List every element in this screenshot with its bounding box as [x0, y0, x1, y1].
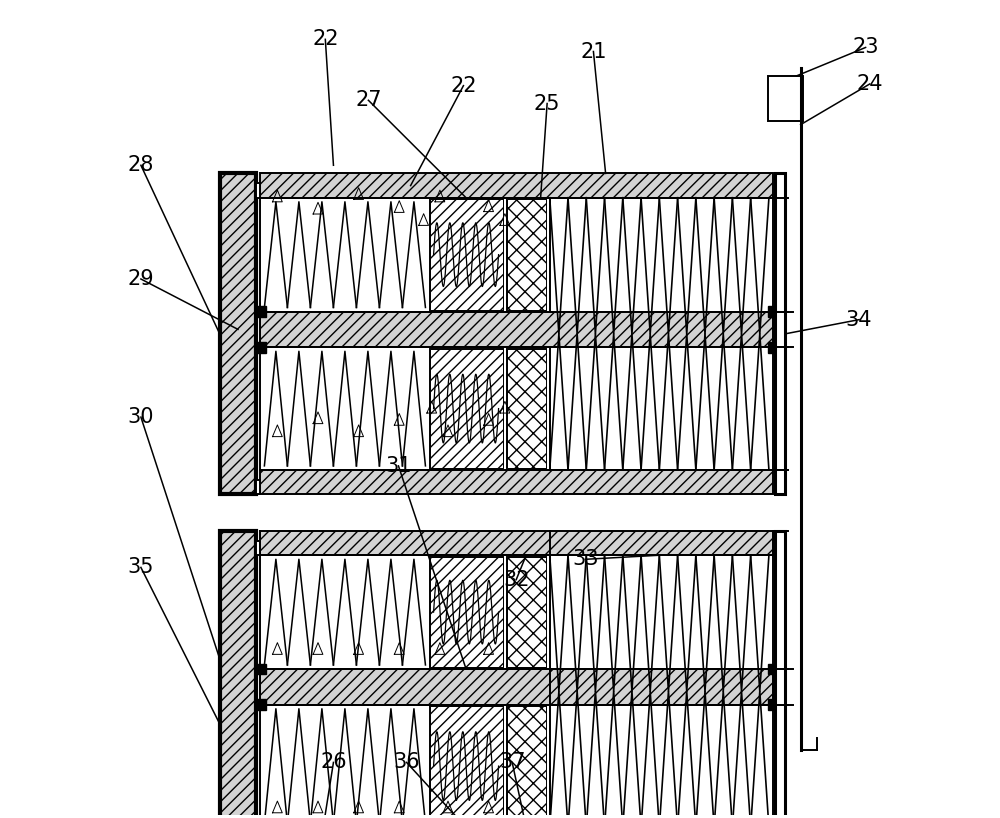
Bar — [507, 349, 546, 469]
Bar — [430, 349, 503, 469]
Text: 37: 37 — [499, 753, 525, 772]
Bar — [507, 349, 546, 469]
Bar — [768, 76, 803, 120]
Text: 32: 32 — [503, 569, 529, 590]
Text: 28: 28 — [128, 155, 154, 175]
Bar — [768, 663, 778, 674]
Bar — [775, 531, 785, 818]
Text: 29: 29 — [128, 269, 154, 289]
Bar — [256, 541, 260, 555]
Text: 30: 30 — [128, 407, 154, 427]
Bar — [260, 312, 773, 348]
Text: 27: 27 — [355, 90, 382, 110]
Bar — [768, 699, 778, 710]
Bar — [507, 557, 546, 667]
Text: 36: 36 — [393, 753, 420, 772]
Bar — [507, 707, 546, 818]
Bar — [260, 173, 773, 198]
Bar — [768, 342, 778, 353]
Bar — [255, 342, 266, 353]
Bar — [430, 200, 503, 310]
Bar — [507, 557, 546, 667]
Text: 25: 25 — [534, 93, 560, 114]
Text: 24: 24 — [856, 74, 883, 94]
Bar — [430, 557, 503, 667]
Bar — [430, 707, 503, 818]
Bar — [256, 183, 260, 198]
Bar — [256, 479, 260, 494]
Bar — [220, 531, 256, 818]
Text: 22: 22 — [312, 29, 339, 49]
Bar — [507, 707, 546, 818]
Text: 31: 31 — [385, 456, 412, 476]
Bar — [507, 200, 546, 310]
Bar — [430, 200, 503, 310]
Bar — [775, 173, 785, 494]
Text: 35: 35 — [128, 557, 154, 578]
Text: 34: 34 — [846, 310, 872, 330]
Bar — [255, 663, 266, 674]
Bar — [255, 699, 266, 710]
Bar — [260, 669, 773, 705]
Bar — [430, 707, 503, 818]
Text: 33: 33 — [572, 550, 599, 569]
Bar — [255, 306, 266, 317]
Bar — [768, 306, 778, 317]
Text: 21: 21 — [580, 42, 607, 61]
Bar — [507, 200, 546, 310]
Bar — [260, 470, 773, 494]
Bar — [260, 531, 773, 555]
Bar — [220, 173, 256, 494]
Bar — [430, 557, 503, 667]
Text: 23: 23 — [852, 38, 879, 57]
Bar — [430, 349, 503, 469]
Text: 22: 22 — [450, 75, 477, 96]
Text: 26: 26 — [320, 753, 347, 772]
